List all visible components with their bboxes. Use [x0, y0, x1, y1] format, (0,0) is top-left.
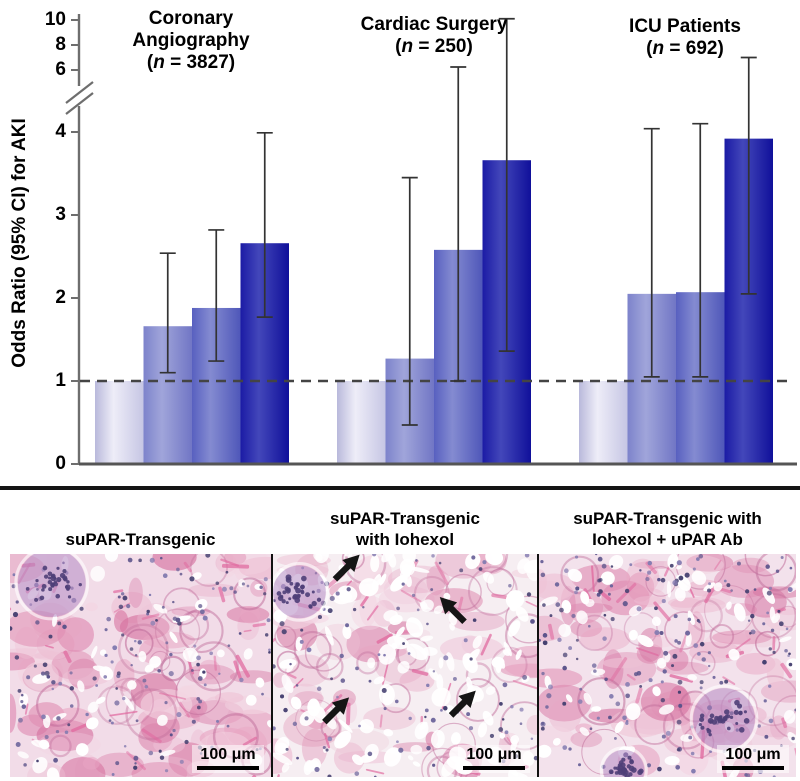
scale-bar-label: 100 μm	[466, 746, 522, 763]
section-divider-line	[0, 486, 800, 490]
chart-canvas	[65, 14, 797, 466]
histology-label-1: suPAR-Transgenic	[65, 530, 216, 549]
ci-error-bar	[401, 176, 418, 426]
histology-image-3: 100 μm	[539, 554, 796, 777]
glomerulus	[599, 746, 648, 777]
scale-bar: 100 μm	[192, 745, 264, 773]
injury-arrow-icon	[332, 554, 360, 582]
glomerulus	[14, 554, 90, 621]
or-bar-coronary-angiography-q1	[95, 381, 144, 464]
ci-error-bar	[740, 56, 757, 295]
y-tick-label-8: 8	[55, 34, 66, 55]
panel-separator	[537, 554, 539, 777]
histology-image-2: 100 μm	[273, 554, 537, 777]
or-bar-cardiac-surgery-q1	[337, 381, 386, 464]
ci-error-bar	[450, 66, 467, 382]
cohort-title-1: Coronary Angiography (n = 3827)	[132, 8, 250, 73]
scale-bar: 100 μm	[458, 745, 530, 773]
glomerulus	[273, 562, 330, 622]
y-tick-label-0: 0	[55, 453, 66, 474]
histology-label-3: suPAR-Transgenic with Iohexol + uPAR Ab	[573, 509, 762, 549]
panel-separator	[271, 554, 273, 777]
cohort-title-2: Cardiac Surgery (n = 250)	[360, 14, 508, 57]
histology-panel-labels: suPAR-Transgenic suPAR-Transgenic with Ioh…	[0, 490, 800, 554]
scale-bar-label: 100 μm	[200, 746, 256, 763]
injury-arrow-icon	[448, 690, 476, 718]
histology-label-2: suPAR-Transgenic with Iohexol	[330, 509, 480, 549]
histology-section: suPAR-Transgenic suPAR-Transgenic with Ioh…	[0, 490, 800, 777]
ci-error-bar	[256, 131, 273, 318]
scale-bar-line	[463, 766, 525, 770]
y-axis-title: Odds Ratio (95% CI) for AKI	[9, 118, 30, 368]
odds-ratio-chart: Odds Ratio (95% CI) for AKI 0 1 2 3 4 6 8 10 Co…	[9, 8, 797, 474]
scale-bar: 100 μm	[717, 745, 789, 773]
or-bar-icu-patients-q1	[579, 381, 628, 464]
y-axis-ticks	[71, 19, 79, 465]
ci-error-bar	[692, 122, 709, 378]
scale-bar-label: 100 μm	[725, 746, 781, 763]
axis-break-icon	[65, 81, 94, 115]
scale-bar-line	[197, 766, 259, 770]
glomerulus	[689, 684, 759, 754]
y-tick-label-3: 3	[55, 204, 66, 225]
cohort-title-3: ICU Patients (n = 692)	[629, 16, 741, 59]
scale-bar-line	[722, 766, 784, 770]
ci-error-bar	[643, 127, 660, 378]
y-tick-label-4: 4	[55, 121, 66, 142]
y-tick-label-10: 10	[44, 9, 66, 30]
ci-error-bar	[208, 229, 225, 362]
y-tick-label-6: 6	[55, 59, 66, 80]
y-tick-label-1: 1	[55, 370, 66, 391]
y-tick-label-2: 2	[55, 287, 66, 308]
injury-arrow-icon	[439, 597, 467, 625]
ci-error-bar	[498, 17, 515, 352]
injury-arrow-icon	[322, 697, 350, 725]
histology-image-1: 100 μm	[10, 554, 271, 777]
histology-panel-images: 100 μm 100 μm 100 μm	[0, 554, 800, 777]
ci-error-bar	[159, 252, 176, 374]
